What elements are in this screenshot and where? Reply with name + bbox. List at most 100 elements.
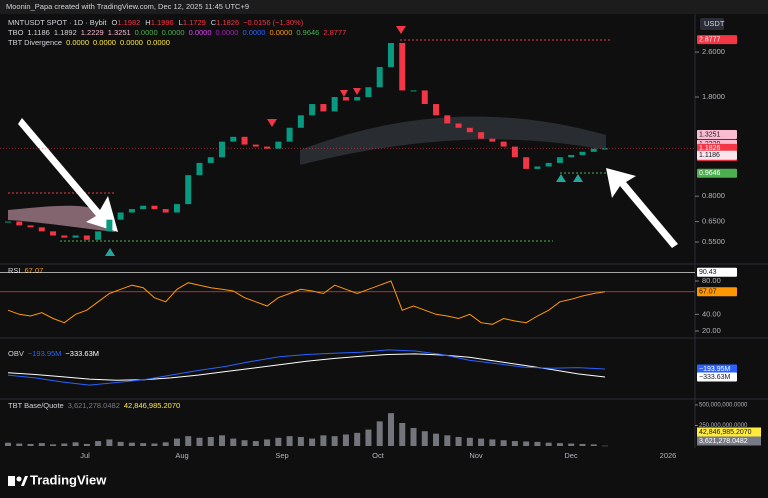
indicator-value: 42,846,985.2070 xyxy=(124,401,180,410)
obv-badge-label: −193.95M xyxy=(699,366,730,373)
candle xyxy=(466,127,473,133)
buy-signal xyxy=(105,248,115,256)
currency: USDT xyxy=(704,19,725,28)
volume-bar xyxy=(16,443,23,446)
volume-bar xyxy=(275,437,282,446)
candle xyxy=(162,209,169,213)
volume-badge xyxy=(697,427,761,437)
indicator-value: 1.1186 xyxy=(27,28,49,37)
candle xyxy=(568,155,575,158)
candle xyxy=(534,166,541,169)
volume-bar xyxy=(106,439,113,446)
volume-bar xyxy=(331,436,338,446)
candle xyxy=(173,204,180,213)
legend: MNTUSDT SPOT · 1D · Bybit O1.1982 H1.1996 L… xyxy=(8,18,346,410)
volume-bar xyxy=(173,438,180,446)
sell-signal xyxy=(267,119,277,127)
ohlc-value: 1.1982 xyxy=(117,18,140,27)
y-tick-label: 500,000,000.0000 xyxy=(699,403,748,409)
y-tick-label: 2.6000 xyxy=(702,47,725,56)
candle xyxy=(331,97,338,112)
candle xyxy=(489,138,496,142)
buy-signal xyxy=(573,174,583,182)
volume-bar xyxy=(523,441,530,446)
candle xyxy=(106,219,113,232)
candle xyxy=(433,104,440,116)
symbol: MNTUSDT SPOT · 1D · Bybit xyxy=(8,18,107,27)
indicator-value: 67.07 xyxy=(25,266,44,275)
price-axis: USDT 2.6000 1.8000 0.8000 0.6500 0.5500 2.8777… xyxy=(695,18,761,446)
candle xyxy=(297,115,304,128)
indicator-value: 1.2229 xyxy=(81,28,104,37)
candle xyxy=(275,141,282,149)
candle xyxy=(421,90,428,105)
volume-bar xyxy=(354,432,361,446)
obv-ma-line xyxy=(7,353,606,381)
candle xyxy=(354,97,361,101)
candle xyxy=(207,157,214,163)
indicator-value: 0.0000 xyxy=(93,38,116,47)
volume-bar xyxy=(309,438,316,446)
volume-bar xyxy=(399,423,406,446)
y-tick-label: 20.00 xyxy=(702,326,721,335)
volume-bar xyxy=(207,436,214,446)
volume-bar xyxy=(5,442,11,446)
volume-bar xyxy=(264,439,271,446)
ohlc-value: 1.1729 xyxy=(183,18,206,27)
candle xyxy=(72,235,79,238)
indicator-value: 0.0000 xyxy=(189,28,212,37)
candle xyxy=(16,221,23,226)
candle xyxy=(38,227,45,232)
y-tick-label: 250,000,000.0000 xyxy=(699,423,748,429)
candle xyxy=(252,144,259,147)
volume-bar xyxy=(286,436,293,446)
y-tick-label: 80.00 xyxy=(702,276,721,285)
price-badge-label: 1.1826 xyxy=(699,145,721,152)
volume-bar xyxy=(433,433,440,446)
volume-bar xyxy=(151,443,158,446)
buy-signal xyxy=(556,174,566,182)
price-badge xyxy=(697,129,737,139)
y-tick-label: 0.6500 xyxy=(702,217,725,226)
volume-bar xyxy=(72,442,79,446)
volume-bar xyxy=(219,435,226,446)
y-tick-label: 0.5500 xyxy=(702,237,725,246)
volume-bar xyxy=(252,441,259,446)
obv-badge xyxy=(697,364,737,374)
obv-badge-label: −333.63M xyxy=(699,374,730,381)
legend-line: TBT Divergence 0.0000 0.0000 0.0000 0.0000 xyxy=(8,38,170,47)
logo-mark xyxy=(8,476,15,486)
obv-line xyxy=(7,349,606,386)
candle xyxy=(83,235,90,240)
rsi-badge-label: 67.07 xyxy=(699,289,717,296)
candle xyxy=(27,225,34,228)
volume-bar xyxy=(455,436,462,446)
change: −0.0156 (−1.30%) xyxy=(243,18,304,27)
volume-bar xyxy=(376,421,383,446)
indicator-value: 0.0000 xyxy=(147,38,170,47)
x-tick-label: Nov xyxy=(469,451,483,460)
volume-bar xyxy=(230,438,237,446)
cloud xyxy=(8,205,115,232)
candle xyxy=(196,162,203,176)
candle xyxy=(117,212,124,220)
volume-bar xyxy=(38,443,45,446)
indicator-value: 0.0000 xyxy=(242,28,265,37)
volume-bar xyxy=(27,443,34,446)
volume-bar xyxy=(320,435,327,446)
volume-bar xyxy=(365,429,372,446)
indicator-value: 1.3251 xyxy=(108,28,131,37)
volume-bar xyxy=(297,436,304,446)
y-tick-label: 1.8000 xyxy=(702,92,725,101)
candle xyxy=(230,136,237,142)
candle xyxy=(511,146,518,158)
price-badge-label: 1.3251 xyxy=(699,131,721,138)
indicator-value: 0.0000 xyxy=(135,28,158,37)
legend-line: OBV −193.95M −333.63M xyxy=(8,349,99,358)
x-tick-label: Oct xyxy=(372,451,385,460)
candle xyxy=(500,141,507,147)
candle xyxy=(241,136,248,145)
candle xyxy=(50,231,57,236)
volume-bar xyxy=(185,436,192,446)
volume-bar xyxy=(196,437,203,446)
